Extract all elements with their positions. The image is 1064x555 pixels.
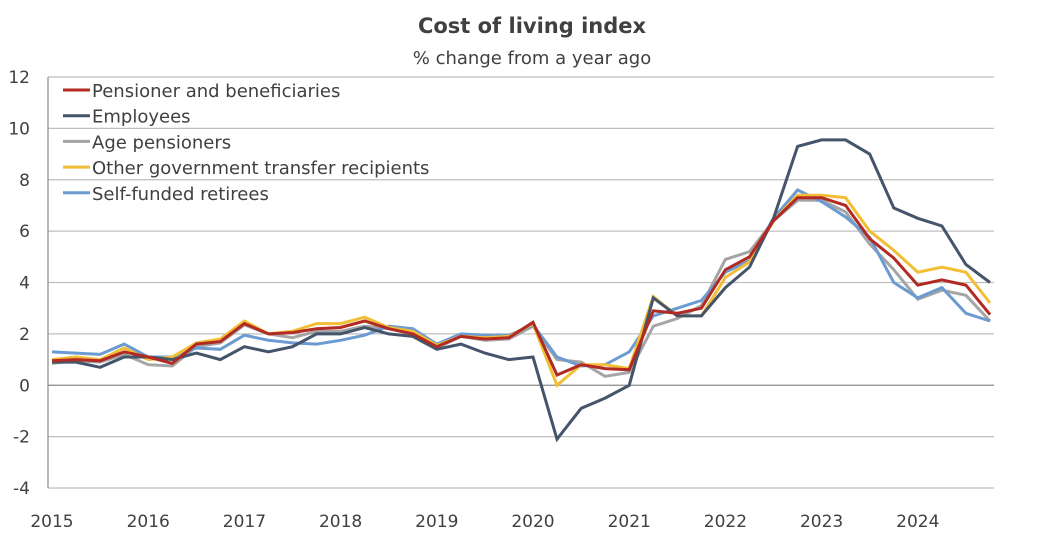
y-tick-label: -2 <box>13 428 30 448</box>
y-tick-label: 4 <box>19 274 30 294</box>
x-tick-label: 2018 <box>319 512 362 532</box>
y-tick-label: 0 <box>19 376 30 396</box>
x-tick-label: 2016 <box>127 512 170 532</box>
series-line-employees <box>52 138 991 443</box>
y-tick-label: 10 <box>8 119 30 139</box>
y-tick-label: 2 <box>19 325 30 345</box>
legend: Pensioner and beneficiaries Employees Age … <box>63 81 429 205</box>
series-line-other-government-transfer-recipients <box>51 193 992 388</box>
legend-label: Pensioner and beneficiaries <box>92 81 340 102</box>
x-axis-ticks: 2015 2016 2017 2018 2019 2020 2021 2022 2023 2024 <box>30 512 939 532</box>
series-lines <box>51 138 992 443</box>
x-tick-label: 2023 <box>800 512 843 532</box>
legend-label: Employees <box>92 107 191 128</box>
y-tick-label: 8 <box>19 171 30 191</box>
chart-title: Cost of living index <box>417 14 647 38</box>
x-tick-label: 2015 <box>30 512 73 532</box>
legend-label: Self-funded retirees <box>92 184 269 205</box>
x-tick-label: 2024 <box>896 512 939 532</box>
y-axis-ticks: 12 10 8 6 4 2 0 -2 -4 <box>8 68 30 499</box>
x-tick-label: 2017 <box>223 512 266 532</box>
series-line-age-pensioners <box>51 198 992 378</box>
chart-subtitle: % change from a year ago <box>412 48 652 69</box>
x-tick-label: 2021 <box>608 512 651 532</box>
x-tick-label: 2019 <box>415 512 458 532</box>
y-tick-label: -4 <box>13 479 30 499</box>
x-tick-label: 2022 <box>704 512 747 532</box>
y-tick-label: 12 <box>8 68 30 88</box>
legend-label: Other government transfer recipients <box>92 158 429 179</box>
series-line-pensioner-and-beneficiaries <box>51 196 992 377</box>
x-tick-label: 2020 <box>511 512 554 532</box>
legend-label: Age pensioners <box>92 132 231 153</box>
y-tick-label: 6 <box>19 222 30 242</box>
